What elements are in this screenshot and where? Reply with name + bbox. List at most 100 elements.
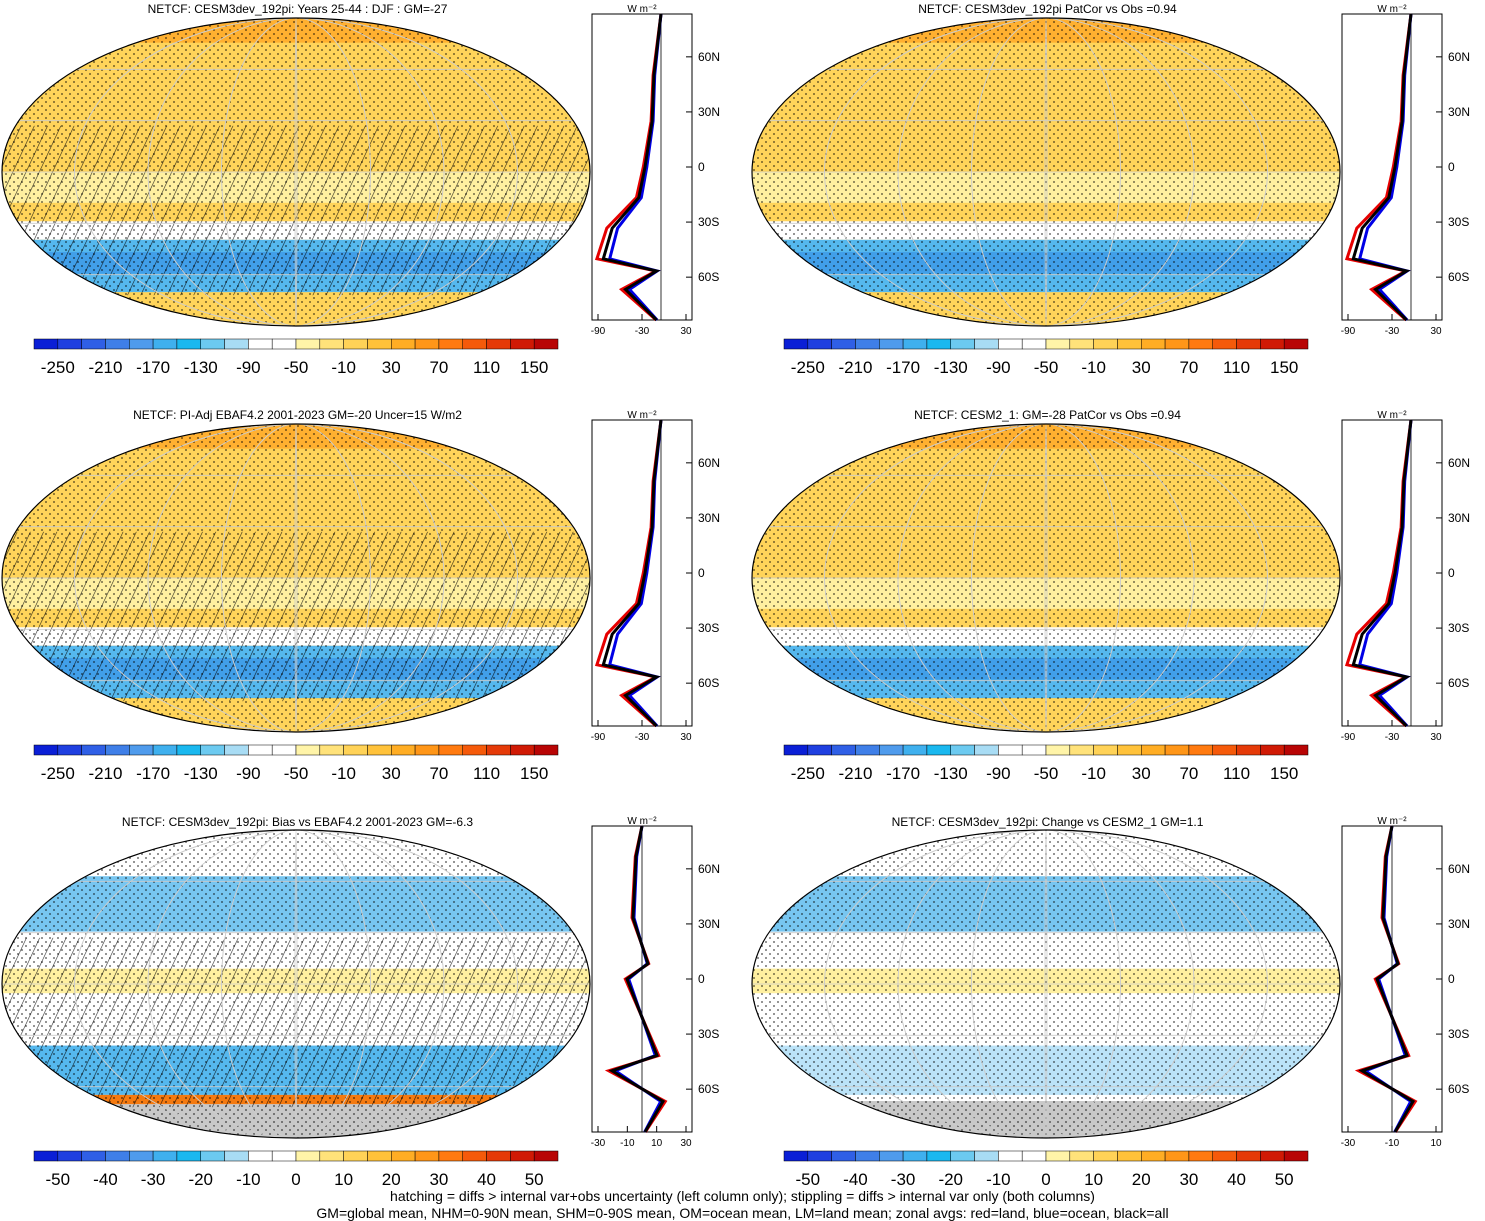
colorbar-box (1164, 744, 1190, 756)
colorbar-box (510, 338, 535, 350)
colorbar-label: -170 (886, 764, 920, 783)
colorbar-box (807, 1150, 832, 1162)
zonal-line-all (601, 13, 663, 322)
graticule-lon (897, 18, 1195, 326)
colorbar-box (1164, 338, 1190, 350)
colorbar-box (533, 744, 559, 756)
colorbar-box (1188, 338, 1213, 350)
colorbar-box (1117, 1150, 1142, 1162)
colorbar-box (391, 1150, 416, 1162)
colorbar-label: 30 (1132, 358, 1151, 377)
colorbar-label: -210 (838, 764, 872, 783)
x-tick-label: -90 (1341, 732, 1356, 743)
colorbar-box (295, 1150, 321, 1162)
colorbar-label: 70 (1179, 358, 1198, 377)
colorbar-box (533, 1150, 559, 1162)
colorbar-box (438, 1150, 463, 1162)
colorbar-label: 70 (429, 764, 448, 783)
colorbar-box (391, 744, 416, 756)
colorbar-box (1283, 338, 1309, 350)
colorbar-box (414, 1150, 440, 1162)
colorbar-box (129, 744, 154, 756)
colorbar-box (902, 338, 928, 350)
colorbar-box (438, 338, 463, 350)
colorbar-box (831, 744, 856, 756)
map-p4 (751, 423, 1341, 733)
colorbar-label: -20 (188, 1170, 213, 1189)
colorbar-label: -30 (141, 1170, 166, 1189)
graticule-lon (824, 830, 1268, 1138)
colorbar-label: -10 (1081, 764, 1106, 783)
colorbar-box (319, 338, 344, 350)
lat-label: 30S (1448, 1027, 1469, 1041)
colorbar-box (105, 744, 130, 756)
colorbar-box (533, 338, 559, 350)
lat-label: 60N (1448, 862, 1470, 876)
graticule-lon (147, 830, 445, 1138)
lat-label: 30S (698, 621, 719, 635)
colorbar-box (1188, 744, 1213, 756)
lat-label: 30S (1448, 215, 1469, 229)
colorbar-box (926, 1150, 951, 1162)
colorbar-label: 20 (382, 1170, 401, 1189)
colorbar-label: 30 (382, 764, 401, 783)
colorbar-label: -90 (986, 358, 1011, 377)
colorbar-box (1093, 338, 1118, 350)
colorbar-box (1021, 1150, 1047, 1162)
colorbar-box (1045, 338, 1071, 350)
lat-label: 60N (698, 862, 720, 876)
colorbar-box (1236, 1150, 1261, 1162)
colorbar-box (998, 1150, 1023, 1162)
x-tick-label: 30 (680, 326, 692, 337)
lat-label: 60S (698, 1082, 719, 1096)
graticule-lon (897, 424, 1195, 732)
colorbar-box (510, 744, 535, 756)
colorbar-label: 30 (1179, 1170, 1198, 1189)
colorbar-box (248, 1150, 273, 1162)
colorbar-box (902, 744, 928, 756)
hatching (2, 937, 590, 1108)
zonal-unit: W m⁻² (1377, 816, 1407, 827)
colorbar-box (367, 744, 392, 756)
x-tick-label: 10 (651, 1138, 663, 1149)
x-tick-label: -30 (635, 732, 650, 743)
lat-label: 30N (698, 511, 720, 525)
colorbar-label: 10 (334, 1170, 353, 1189)
zonal-plot-p3: W m⁻² 60N 30N 0 30S 60S -90 -30 30 (591, 410, 720, 743)
colorbar-label: -50 (1034, 764, 1059, 783)
colorbar-box (248, 338, 273, 350)
colorbar-label: -50 (284, 764, 309, 783)
zonal-plot-p6: W m⁻² 60N 30N 0 30S 60S -30 -10 10 (1341, 816, 1470, 1149)
colorbar-box (807, 338, 832, 350)
colorbar-box (783, 744, 809, 756)
colorbar-p5: -50 -40 -30 -20 -10 0 10 20 30 40 50 (33, 1150, 559, 1189)
colorbar-label: -130 (934, 358, 968, 377)
colorbar-box (152, 744, 178, 756)
zonal-unit: W m⁻² (1377, 410, 1407, 421)
colorbar-box (1069, 744, 1094, 756)
x-tick-label: 10 (1430, 1138, 1442, 1149)
colorbar-label: 30 (429, 1170, 448, 1189)
colorbar-box (176, 1150, 201, 1162)
colorbar-box (1260, 744, 1285, 756)
colorbar-box (33, 744, 59, 756)
colorbar-label: -250 (41, 764, 75, 783)
colorbar-label: 150 (1270, 764, 1298, 783)
colorbar-box (950, 744, 975, 756)
colorbar-box (319, 744, 344, 756)
colorbar-box (414, 744, 440, 756)
colorbar-box (974, 338, 999, 350)
colorbar-box (998, 338, 1023, 350)
colorbar-label: 70 (1179, 764, 1198, 783)
colorbar-box (391, 338, 416, 350)
colorbar-label: 30 (1132, 764, 1151, 783)
lat-label: 60N (698, 50, 720, 64)
map-outline (751, 829, 1341, 1139)
zonal-plot-p5: W m⁻² 60N 30N 0 30S 60S -30 -10 10 30 (591, 816, 720, 1149)
map-p1 (1, 17, 591, 327)
colorbar-box (271, 338, 297, 350)
zonal-line-all (1351, 419, 1413, 728)
colorbar-box (1045, 744, 1071, 756)
map-outline (1, 17, 591, 327)
zonal-plot-p4: W m⁻² 60N 30N 0 30S 60S -90 -30 30 (1341, 410, 1470, 743)
